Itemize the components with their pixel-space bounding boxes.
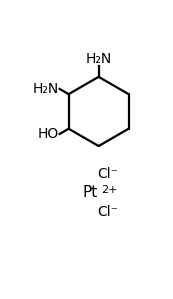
Text: HO: HO bbox=[38, 127, 59, 141]
Text: Pt: Pt bbox=[82, 185, 98, 200]
Text: Cl⁻: Cl⁻ bbox=[97, 167, 118, 181]
Text: Cl⁻: Cl⁻ bbox=[97, 205, 118, 219]
Text: 2+: 2+ bbox=[101, 185, 117, 195]
Text: H₂N: H₂N bbox=[85, 52, 112, 66]
Text: H₂N: H₂N bbox=[33, 82, 59, 96]
